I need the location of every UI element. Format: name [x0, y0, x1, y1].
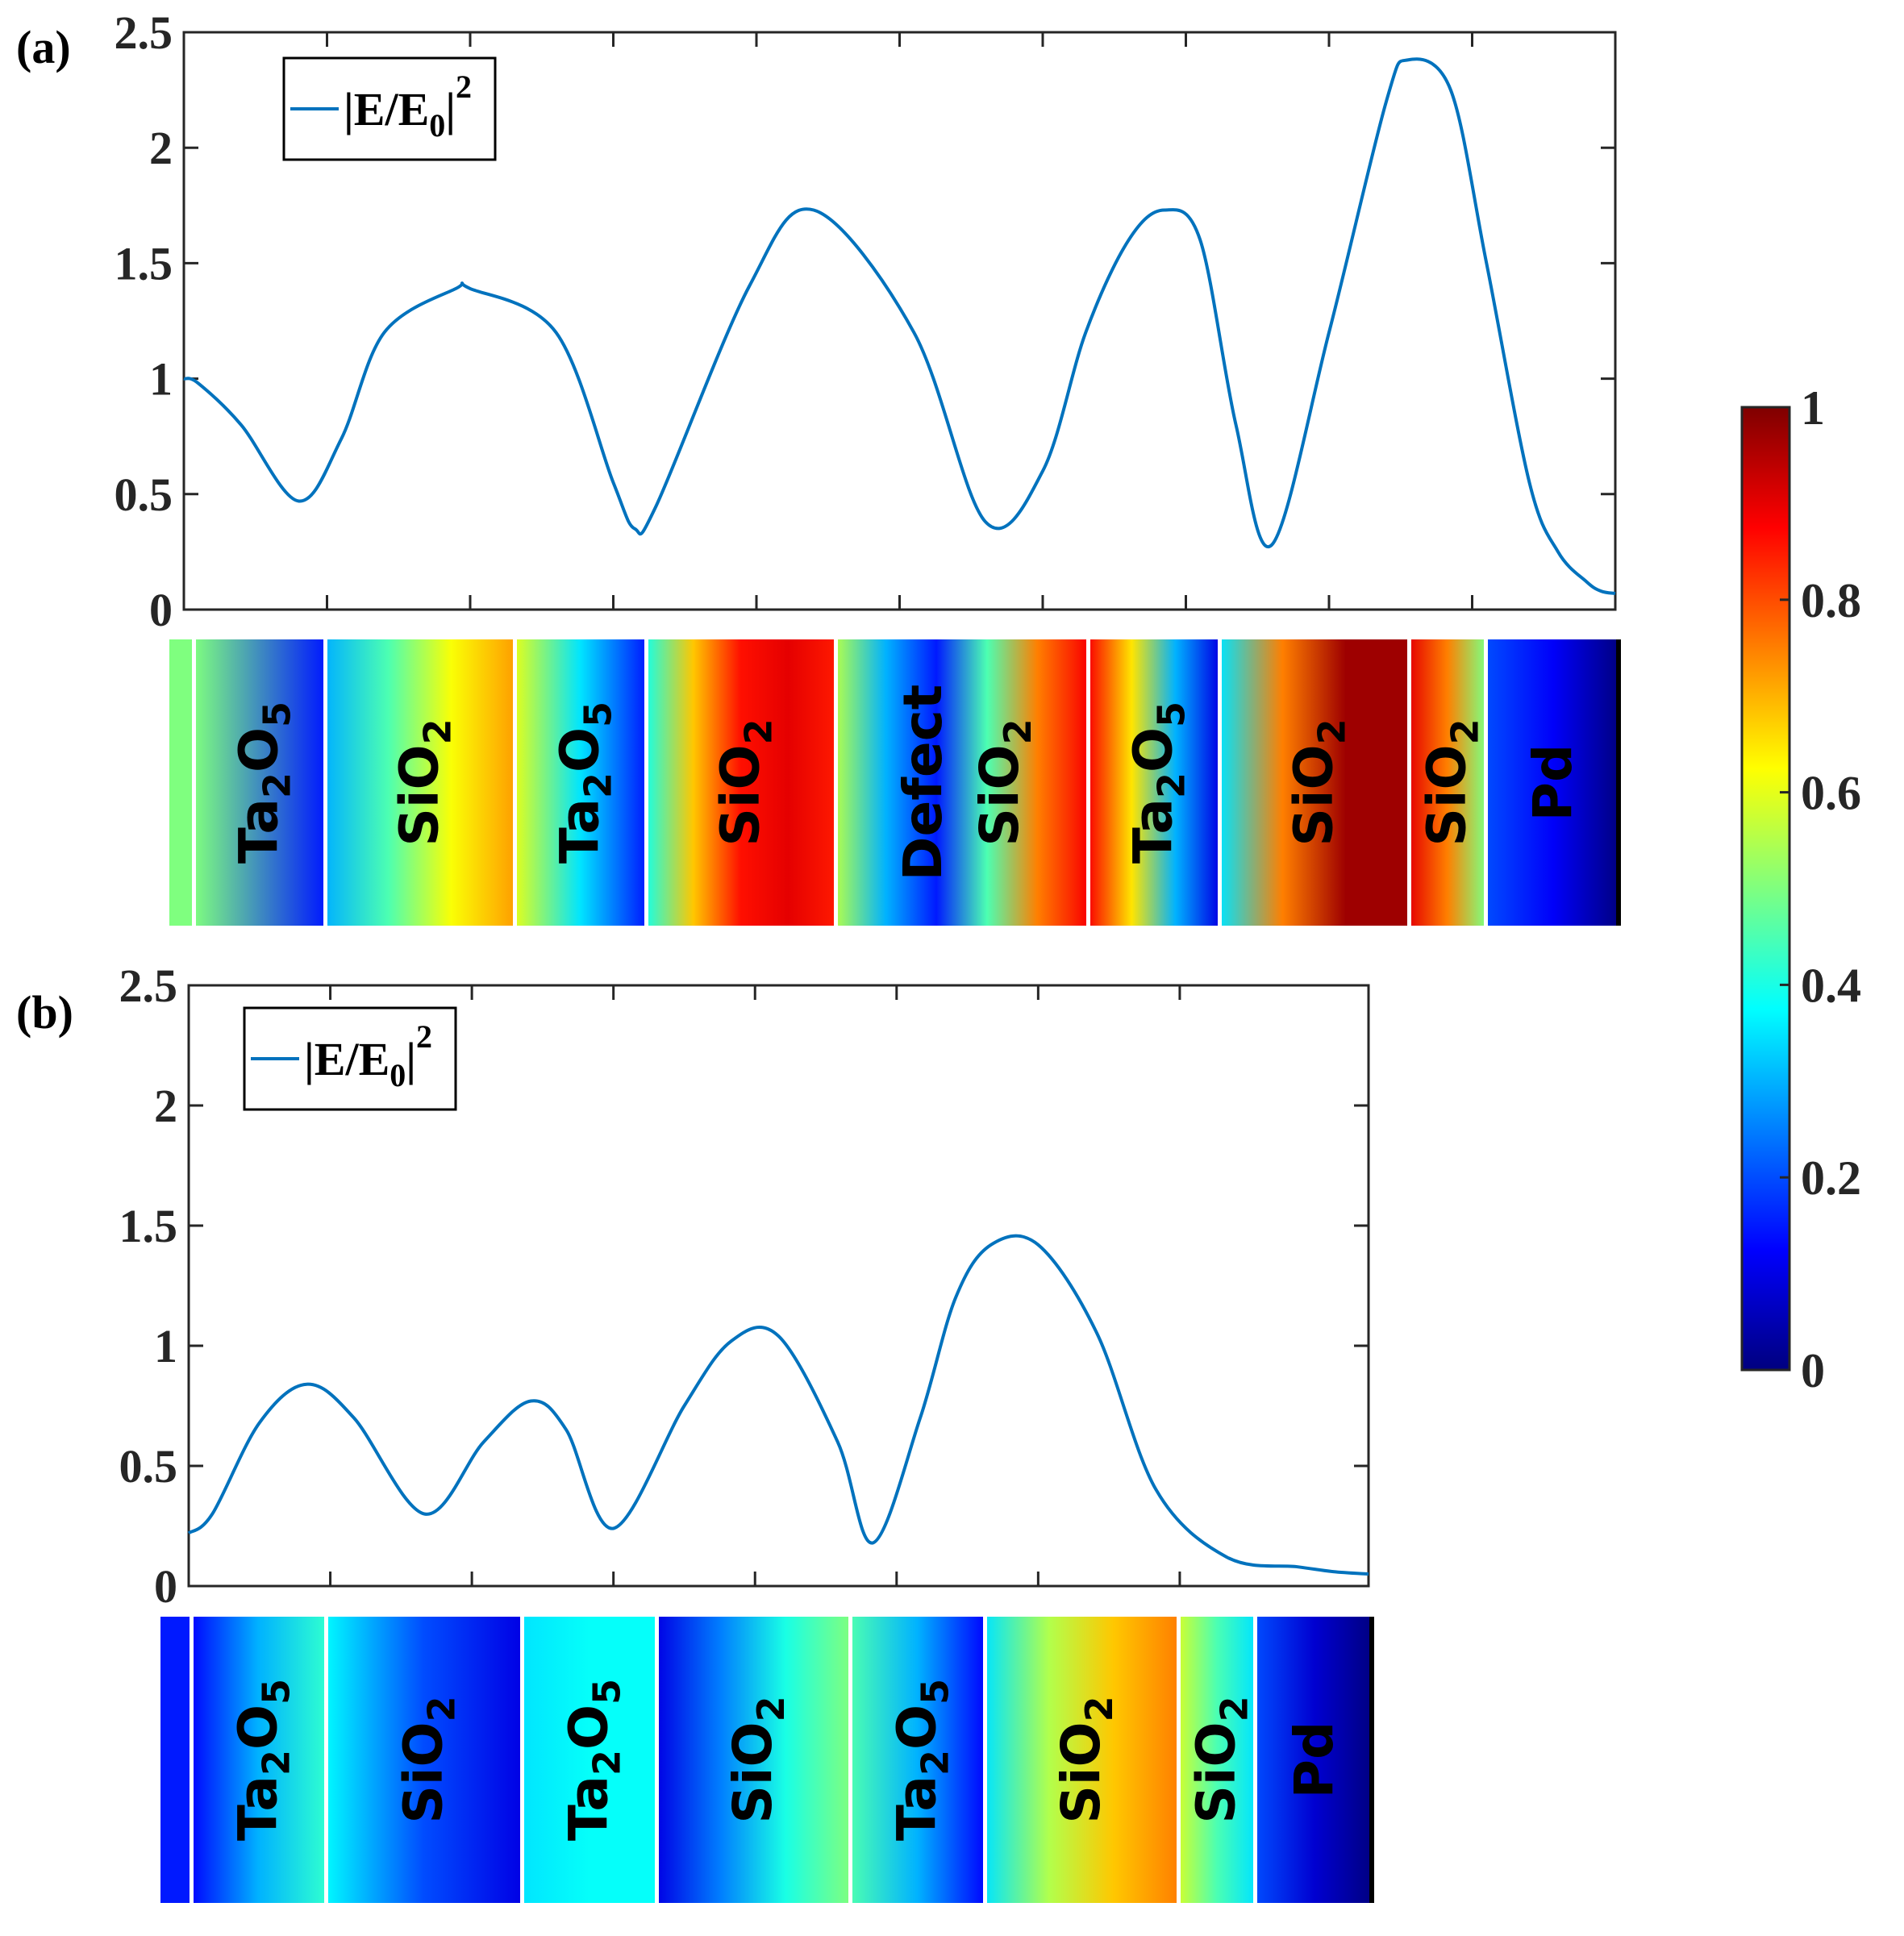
layer-label-b: Ta2O5	[558, 1679, 629, 1841]
panel-a-label: (a)	[16, 21, 71, 73]
colorbar-gradient	[1740, 406, 1791, 1372]
layer-label-a: Defect	[892, 685, 954, 881]
strip-segment-b	[522, 1617, 656, 1903]
y-tick-label-a: 1	[149, 353, 173, 406]
plot-area-a: 0 0.5 1 1.5 2 2.5	[115, 6, 1617, 636]
strip-segment-b	[985, 1617, 1178, 1903]
colorbar-tick-label: 0.2	[1801, 1151, 1861, 1205]
legend-b: |E/E0|2	[243, 1006, 457, 1111]
strip-segment-a	[325, 639, 515, 926]
layer-divider-a	[1407, 639, 1411, 926]
legend-label-a: |E/E0|2	[344, 69, 472, 144]
y-tick-label-b: 0	[154, 1560, 177, 1613]
layer-divider-b	[1177, 1617, 1181, 1903]
layer-divider-b	[983, 1617, 987, 1903]
legend-a: |E/E0|2	[282, 56, 497, 161]
layer-divider-a	[323, 639, 327, 926]
colorbar-tick-label: 1	[1801, 381, 1825, 435]
layer-label-a: SiO2	[969, 718, 1039, 846]
layer-label-b: Ta2O5	[886, 1679, 957, 1841]
strip-segment-b	[160, 1617, 191, 1903]
panel-b-label: (b)	[16, 986, 73, 1039]
layer-divider-b	[190, 1617, 194, 1903]
y-tick-label-a: 2.5	[115, 6, 173, 59]
layer-strip-b: Ta2O5 SiO2 Ta2O5 SiO2 Ta2O5 SiO2 SiO2 Pd	[160, 1617, 1374, 1903]
y-tick-label-b: 2.5	[119, 960, 178, 1012]
layer-divider-a	[834, 639, 838, 926]
layer-label-a: Ta2O5	[549, 702, 620, 864]
layer-divider-a	[192, 639, 196, 926]
layer-divider-b	[520, 1617, 524, 1903]
colorbar-tick-label: 0.4	[1801, 959, 1861, 1012]
layer-divider-a	[513, 639, 517, 926]
layer-divider-a	[644, 639, 648, 926]
strip-segment-a	[1088, 639, 1219, 926]
layer-label-a: SiO2	[1416, 718, 1487, 846]
strip-segment-a	[1219, 639, 1409, 926]
layer-label-a: SiO2	[1283, 718, 1354, 846]
layer-label-a: Ta2O5	[228, 702, 299, 864]
colorbar-tick-label: 0.6	[1801, 767, 1861, 820]
strip-segment-a	[1485, 639, 1621, 926]
layer-label-a: SiO2	[710, 718, 781, 846]
colorbar-tick-label: 0	[1801, 1344, 1825, 1397]
strip-segment-a	[515, 639, 646, 926]
layer-divider-b	[1253, 1617, 1257, 1903]
layer-divider-b	[848, 1617, 852, 1903]
strip-segment-a	[646, 639, 835, 926]
plot-area-b: 0 0.5 1 1.5 2 2.5	[119, 960, 1370, 1613]
strip-edge-b	[1369, 1617, 1374, 1903]
strip-segment-b	[656, 1617, 850, 1903]
layer-divider-b	[324, 1617, 328, 1903]
colorbar-tick-label: 0.8	[1801, 574, 1861, 627]
layer-label-b: SiO2	[1185, 1696, 1256, 1823]
y-tick-label-a: 0.5	[115, 468, 173, 521]
colorbar: 0 0.2 0.4 0.6 0.8 1	[1740, 381, 1861, 1397]
strip-segment-b	[326, 1617, 522, 1903]
layer-divider-a	[1086, 639, 1090, 926]
layer-divider-a	[1484, 639, 1488, 926]
layer-label-b: Pd	[1283, 1722, 1345, 1799]
layer-label-b: Ta2O5	[227, 1679, 298, 1841]
strip-segment-a	[1409, 639, 1485, 926]
y-tick-label-a: 2	[149, 122, 173, 174]
layer-divider-a	[1218, 639, 1222, 926]
axes-box-b	[187, 984, 1370, 1588]
strip-segment-b	[850, 1617, 985, 1903]
series-line-b	[187, 1234, 1369, 1576]
legend-label-b: |E/E0|2	[304, 1018, 432, 1093]
y-tick-label-a: 0	[149, 584, 173, 636]
strip-segment-b	[1178, 1617, 1255, 1903]
strip-segment-a	[194, 639, 325, 926]
layer-label-a: SiO2	[389, 718, 460, 846]
y-tick-label-b: 1.5	[119, 1200, 178, 1252]
strip-segment-b	[191, 1617, 326, 1903]
layer-label-b: SiO2	[1050, 1696, 1121, 1823]
layer-label-a: Ta2O5	[1123, 702, 1194, 864]
strip-segment-b	[1255, 1617, 1374, 1903]
layer-label-b: SiO2	[722, 1696, 793, 1823]
panel-b: 00.511.522.5 |E/E0|2 Ta2O5SiO2Ta2O5SiO2T…	[119, 960, 1374, 1903]
strip-segment-a	[835, 639, 1088, 926]
layer-label-b: SiO2	[393, 1696, 464, 1823]
layer-label-a: Pd	[1522, 744, 1584, 822]
y-tick-label-b: 2	[154, 1080, 177, 1132]
series-line-a	[183, 57, 1616, 595]
y-tick-label-a: 1.5	[115, 237, 173, 289]
strip-edge-a	[1616, 639, 1621, 926]
strip-segment-a	[169, 639, 194, 926]
layer-divider-b	[655, 1617, 659, 1903]
y-tick-label-b: 1	[154, 1320, 177, 1372]
y-tick-label-b: 0.5	[119, 1440, 178, 1493]
